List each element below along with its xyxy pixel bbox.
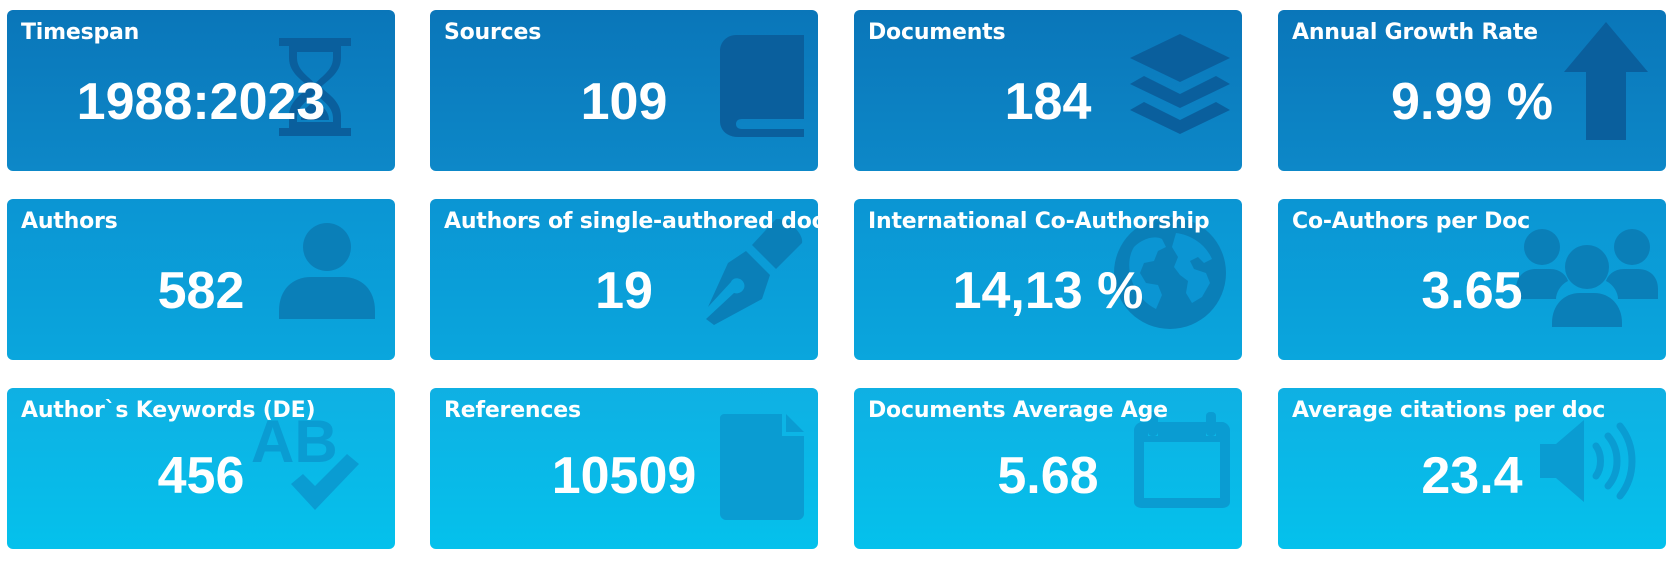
volume-icon bbox=[1540, 416, 1636, 506]
card-references: References 10509 bbox=[430, 388, 818, 549]
card-label: Author`s Keywords (DE) bbox=[21, 398, 316, 423]
card-coauthors-per-doc: Co-Authors per Doc 3.65 bbox=[1278, 199, 1666, 360]
spell-check-icon: AB bbox=[251, 406, 361, 512]
card-timespan: Timespan 1988:2023 bbox=[7, 10, 395, 171]
card-international-coauthorship: International Co-Authorship 14,13 % bbox=[854, 199, 1242, 360]
hourglass-icon bbox=[279, 38, 351, 136]
card-authors: Authors 582 bbox=[7, 199, 395, 360]
card-documents-average-age: Documents Average Age 5.68 bbox=[854, 388, 1242, 549]
user-icon bbox=[279, 223, 375, 319]
card-label: Authors of single-authored docs bbox=[444, 209, 818, 234]
card-value: 1988:2023 bbox=[76, 73, 326, 131]
globe-icon bbox=[1114, 217, 1226, 329]
card-value: 582 bbox=[157, 262, 245, 320]
file-icon bbox=[720, 414, 804, 520]
layers-icon bbox=[1130, 34, 1230, 138]
pen-nib-icon bbox=[706, 219, 806, 329]
card-label: References bbox=[444, 398, 581, 423]
card-average-citations: Average citations per doc 23.4 bbox=[1278, 388, 1666, 549]
card-value: 19 bbox=[595, 262, 653, 320]
arrow-up-icon bbox=[1564, 22, 1648, 140]
card-label: International Co-Authorship bbox=[868, 209, 1210, 234]
card-label: Documents Average Age bbox=[868, 398, 1168, 423]
card-label: Annual Growth Rate bbox=[1292, 20, 1538, 45]
card-value: 456 bbox=[157, 447, 245, 505]
card-annual-growth-rate: Annual Growth Rate 9.99 % bbox=[1278, 10, 1666, 171]
card-label: Average citations per doc bbox=[1292, 398, 1606, 423]
card-sources: Sources 109 bbox=[430, 10, 818, 171]
card-value: 23.4 bbox=[1421, 447, 1523, 505]
card-label: Sources bbox=[444, 20, 542, 45]
card-value: 10509 bbox=[551, 447, 697, 505]
card-value: 5.68 bbox=[997, 447, 1099, 505]
card-label: Timespan bbox=[21, 20, 140, 45]
card-value: 184 bbox=[1004, 73, 1092, 131]
card-value: 14,13 % bbox=[952, 262, 1144, 320]
card-value: 3.65 bbox=[1421, 262, 1523, 320]
card-authors-keywords: AB Author`s Keywords (DE) 456 bbox=[7, 388, 395, 549]
card-documents: Documents 184 bbox=[854, 10, 1242, 171]
card-label: Documents bbox=[868, 20, 1006, 45]
users-icon bbox=[1516, 227, 1658, 327]
card-value: 109 bbox=[580, 73, 668, 131]
book-icon bbox=[720, 35, 804, 137]
calendar-icon bbox=[1134, 412, 1230, 508]
svg-text:AB: AB bbox=[251, 408, 338, 475]
card-single-authored: Authors of single-authored docs 19 bbox=[430, 199, 818, 360]
card-value: 9.99 % bbox=[1391, 73, 1553, 131]
card-label: Authors bbox=[21, 209, 118, 234]
card-label: Co-Authors per Doc bbox=[1292, 209, 1530, 234]
